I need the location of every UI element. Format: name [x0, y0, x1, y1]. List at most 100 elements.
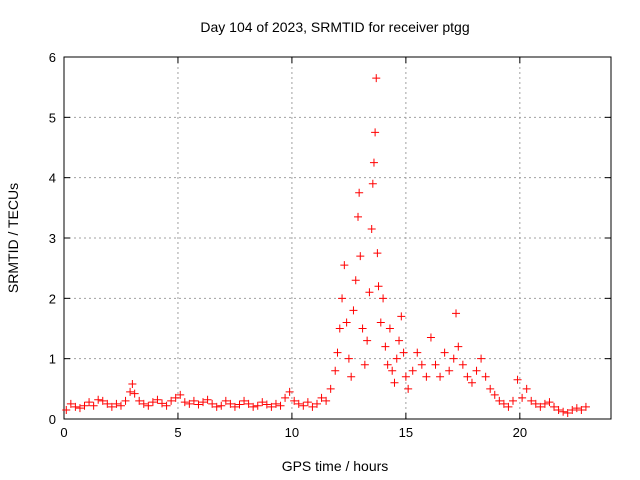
data-point	[230, 402, 239, 411]
data-point	[185, 399, 194, 408]
data-point	[477, 354, 486, 363]
data-point	[128, 380, 137, 389]
data-point	[62, 405, 71, 414]
data-point	[189, 396, 198, 405]
y-tick-label: 2	[49, 291, 56, 306]
data-point	[199, 398, 208, 407]
data-point	[85, 398, 94, 407]
data-point	[472, 366, 481, 375]
data-point	[554, 405, 563, 414]
data-point	[401, 372, 410, 381]
data-point	[240, 396, 249, 405]
data-point	[392, 354, 401, 363]
data-point	[436, 372, 445, 381]
data-point	[408, 366, 417, 375]
data-point	[426, 333, 435, 342]
data-point	[373, 249, 382, 258]
data-point	[335, 324, 344, 333]
data-point	[303, 398, 312, 407]
data-point	[458, 360, 467, 369]
data-point	[290, 396, 299, 405]
data-point	[417, 360, 426, 369]
data-point	[568, 405, 577, 414]
data-point	[333, 348, 342, 357]
data-point	[299, 401, 308, 410]
y-tick-label: 5	[49, 110, 56, 125]
data-point	[180, 398, 189, 407]
data-point	[368, 179, 377, 188]
data-point	[355, 188, 364, 197]
data-point	[340, 261, 349, 270]
data-point	[518, 393, 527, 402]
y-tick-label: 3	[49, 231, 56, 246]
data-point	[522, 384, 531, 393]
data-point	[71, 402, 80, 411]
data-point	[80, 401, 89, 410]
x-axis-label: GPS time / hours	[282, 458, 389, 474]
data-point	[158, 399, 167, 408]
data-point	[572, 404, 581, 413]
data-point	[513, 375, 522, 384]
data-point	[139, 399, 148, 408]
data-point	[244, 399, 253, 408]
data-point	[171, 393, 180, 402]
data-point	[331, 366, 340, 375]
data-point	[422, 372, 431, 381]
data-point	[285, 387, 294, 396]
data-point	[294, 399, 303, 408]
data-point	[550, 402, 559, 411]
data-point	[365, 288, 374, 297]
data-point	[388, 366, 397, 375]
data-point	[135, 396, 144, 405]
data-point	[176, 390, 185, 399]
data-point	[167, 396, 176, 405]
data-point	[194, 400, 203, 409]
data-point	[454, 342, 463, 351]
data-point	[130, 389, 139, 398]
data-point	[481, 372, 490, 381]
data-point	[126, 387, 135, 396]
data-point	[107, 402, 116, 411]
data-point	[490, 390, 499, 399]
data-point	[75, 404, 84, 413]
data-point	[372, 74, 381, 83]
data-point	[508, 396, 517, 405]
y-tick-label: 0	[49, 412, 56, 427]
data-point	[360, 360, 369, 369]
data-point	[540, 399, 549, 408]
data-point	[271, 399, 280, 408]
data-point	[89, 401, 98, 410]
data-point	[369, 158, 378, 167]
data-point	[379, 294, 388, 303]
data-point	[312, 399, 321, 408]
data-point	[381, 342, 390, 351]
data-point	[116, 401, 125, 410]
data-point	[338, 294, 347, 303]
data-point	[98, 396, 107, 405]
data-point	[317, 393, 326, 402]
data-point	[452, 309, 461, 318]
y-tick-label: 6	[49, 50, 56, 65]
data-point	[344, 354, 353, 363]
data-point	[208, 399, 217, 408]
data-point	[267, 402, 276, 411]
data-point	[349, 306, 358, 315]
data-point	[383, 360, 392, 369]
data-point	[577, 405, 586, 414]
data-point	[235, 400, 244, 409]
data-point	[358, 324, 367, 333]
data-point	[413, 348, 422, 357]
data-point	[399, 348, 408, 357]
x-tick-label: 20	[513, 425, 527, 440]
data-point	[376, 318, 385, 327]
data-point	[545, 398, 554, 407]
y-axis-label: SRMTID / TECUs	[5, 183, 21, 293]
data-point	[203, 395, 212, 404]
data-point	[226, 399, 235, 408]
data-point	[563, 408, 572, 417]
data-point	[463, 372, 472, 381]
data-point	[356, 252, 365, 261]
y-tick-label: 1	[49, 352, 56, 367]
